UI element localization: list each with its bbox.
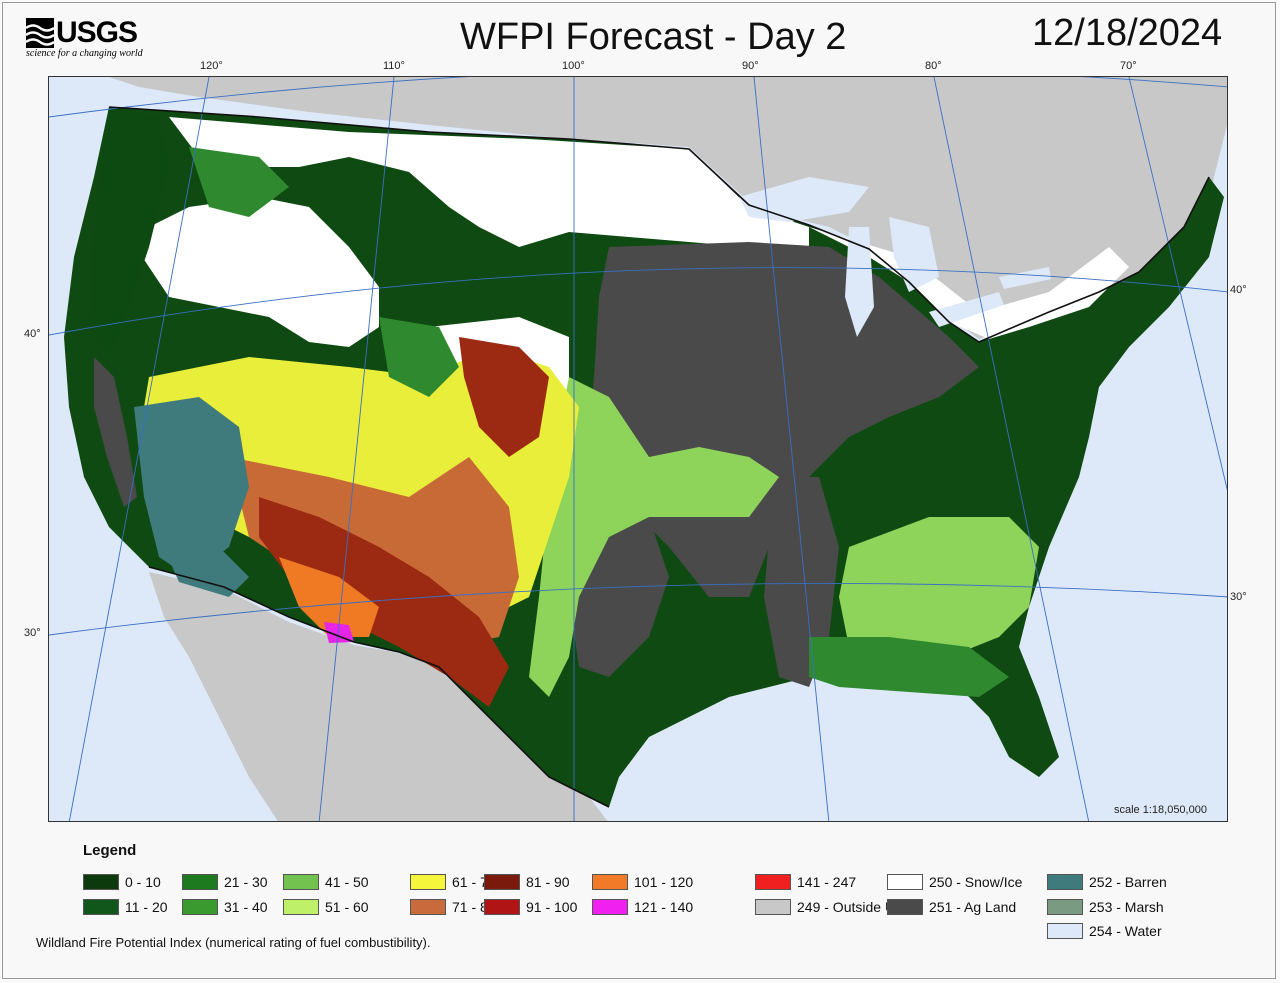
- legend-swatch: [484, 874, 520, 890]
- legend-swatch: [410, 874, 446, 890]
- legend-title: Legend: [83, 842, 136, 859]
- usgs-wave-icon: [26, 18, 54, 48]
- legend-swatch: [1047, 874, 1083, 890]
- legend-swatch: [283, 899, 319, 915]
- legend-label: 251 - Ag Land: [929, 899, 1016, 915]
- legend-item: 252 - Barren: [1047, 873, 1167, 891]
- usgs-logo: USGS science for a changing world: [26, 16, 156, 62]
- legend-label: 121 - 140: [634, 899, 693, 915]
- footnote: Wildland Fire Potential Index (numerical…: [36, 935, 431, 950]
- legend-item: 101 - 120: [592, 873, 693, 891]
- lon-label-80: 80°: [925, 60, 942, 72]
- legend-item: 254 - Water: [1047, 922, 1162, 940]
- legend-label: 252 - Barren: [1089, 874, 1167, 890]
- legend-item: 0 - 10: [83, 873, 161, 891]
- legend-label: 0 - 10: [125, 874, 161, 890]
- legend-label: 21 - 30: [224, 874, 268, 890]
- legend-label: 141 - 247: [797, 874, 856, 890]
- lat-label-right-30: 30°: [1230, 591, 1247, 603]
- lat-label-left-40: 40°: [24, 328, 41, 340]
- legend-swatch: [1047, 899, 1083, 915]
- legend-item: 141 - 247: [755, 873, 856, 891]
- legend-label: 253 - Marsh: [1089, 899, 1164, 915]
- map-scale: scale 1:18,050,000: [1114, 804, 1207, 816]
- legend-item: 249 - Outside US: [755, 898, 904, 916]
- legend-label: 81 - 90: [526, 874, 570, 890]
- lat-label-right-40: 40°: [1230, 284, 1247, 296]
- legend-item: 250 - Snow/Ice: [887, 873, 1022, 891]
- map-canvas: [49, 77, 1228, 822]
- legend-swatch: [755, 874, 791, 890]
- legend-swatch: [592, 899, 628, 915]
- legend-label: 31 - 40: [224, 899, 268, 915]
- logo-tagline: science for a changing world: [26, 48, 143, 59]
- legend-label: 91 - 100: [526, 899, 577, 915]
- forecast-date: 12/18/2024: [1032, 12, 1222, 55]
- legend-item: 251 - Ag Land: [887, 898, 1016, 916]
- legend-swatch: [592, 874, 628, 890]
- lon-label-90: 90°: [742, 60, 759, 72]
- legend-swatch: [182, 874, 218, 890]
- legend-swatch: [410, 899, 446, 915]
- legend-item: 91 - 100: [484, 898, 577, 916]
- legend-item: 71 - 80: [410, 898, 496, 916]
- legend-item: 41 - 50: [283, 873, 369, 891]
- lon-label-70: 70°: [1120, 60, 1137, 72]
- wfpi-map: [48, 76, 1228, 822]
- legend-swatch: [887, 874, 923, 890]
- legend-label: 254 - Water: [1089, 923, 1162, 939]
- legend-label: 51 - 60: [325, 899, 369, 915]
- lon-label-120: 120°: [200, 60, 223, 72]
- legend-label: 11 - 20: [125, 899, 168, 915]
- map-title: WFPI Forecast - Day 2: [460, 16, 846, 59]
- legend-swatch: [484, 899, 520, 915]
- lat-label-left-30: 30°: [24, 627, 41, 639]
- legend-swatch: [755, 899, 791, 915]
- legend-item: 31 - 40: [182, 898, 268, 916]
- lon-label-100: 100°: [562, 60, 585, 72]
- lon-label-110: 110°: [383, 60, 405, 72]
- legend-swatch: [182, 899, 218, 915]
- legend-item: 11 - 20: [83, 898, 168, 916]
- logo-text: USGS: [56, 16, 137, 50]
- legend-item: 61 - 70: [410, 873, 496, 891]
- legend-item: 51 - 60: [283, 898, 369, 916]
- legend-swatch: [83, 874, 119, 890]
- legend-label: 41 - 50: [325, 874, 369, 890]
- legend-item: 21 - 30: [182, 873, 268, 891]
- legend-swatch: [283, 874, 319, 890]
- legend-swatch: [1047, 923, 1083, 939]
- legend-label: 250 - Snow/Ice: [929, 874, 1022, 890]
- legend-item: 121 - 140: [592, 898, 693, 916]
- legend-swatch: [887, 899, 923, 915]
- legend-swatch: [83, 899, 119, 915]
- legend-item: 253 - Marsh: [1047, 898, 1164, 916]
- legend-item: 81 - 90: [484, 873, 570, 891]
- legend-label: 101 - 120: [634, 874, 693, 890]
